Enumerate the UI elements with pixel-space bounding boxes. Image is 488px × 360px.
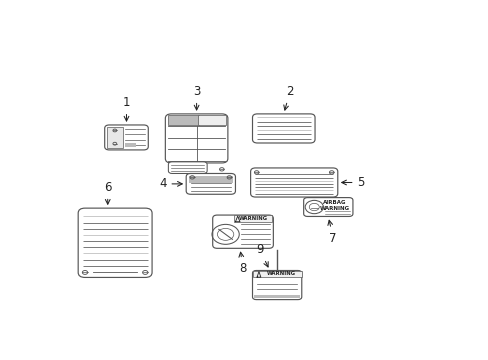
Text: 7: 7 <box>327 220 336 245</box>
Text: 6: 6 <box>104 181 111 204</box>
Text: 9: 9 <box>256 243 267 267</box>
Bar <box>188 176 232 184</box>
Text: 2: 2 <box>283 85 293 110</box>
Text: 4: 4 <box>159 177 182 190</box>
Bar <box>233 215 271 222</box>
FancyBboxPatch shape <box>252 270 301 300</box>
Text: AIRBAG: AIRBAG <box>323 201 346 205</box>
Bar <box>107 127 122 148</box>
Text: !: ! <box>237 217 238 221</box>
FancyBboxPatch shape <box>78 208 152 278</box>
Bar <box>168 115 199 125</box>
Text: 1: 1 <box>122 96 130 121</box>
Text: WARNING: WARNING <box>238 216 267 221</box>
Bar <box>198 115 225 125</box>
Text: 8: 8 <box>239 252 246 275</box>
Bar <box>254 295 299 298</box>
FancyBboxPatch shape <box>212 215 273 248</box>
Text: WARNING: WARNING <box>319 206 349 211</box>
Bar <box>252 270 301 277</box>
FancyBboxPatch shape <box>104 125 148 150</box>
FancyBboxPatch shape <box>250 168 337 197</box>
FancyBboxPatch shape <box>252 114 314 143</box>
FancyBboxPatch shape <box>165 114 227 163</box>
Text: 3: 3 <box>193 85 200 110</box>
Text: 5: 5 <box>341 176 364 189</box>
Bar <box>124 143 136 147</box>
Text: WARNING: WARNING <box>266 271 295 276</box>
FancyBboxPatch shape <box>168 162 207 174</box>
FancyBboxPatch shape <box>186 174 235 194</box>
FancyBboxPatch shape <box>303 198 352 216</box>
